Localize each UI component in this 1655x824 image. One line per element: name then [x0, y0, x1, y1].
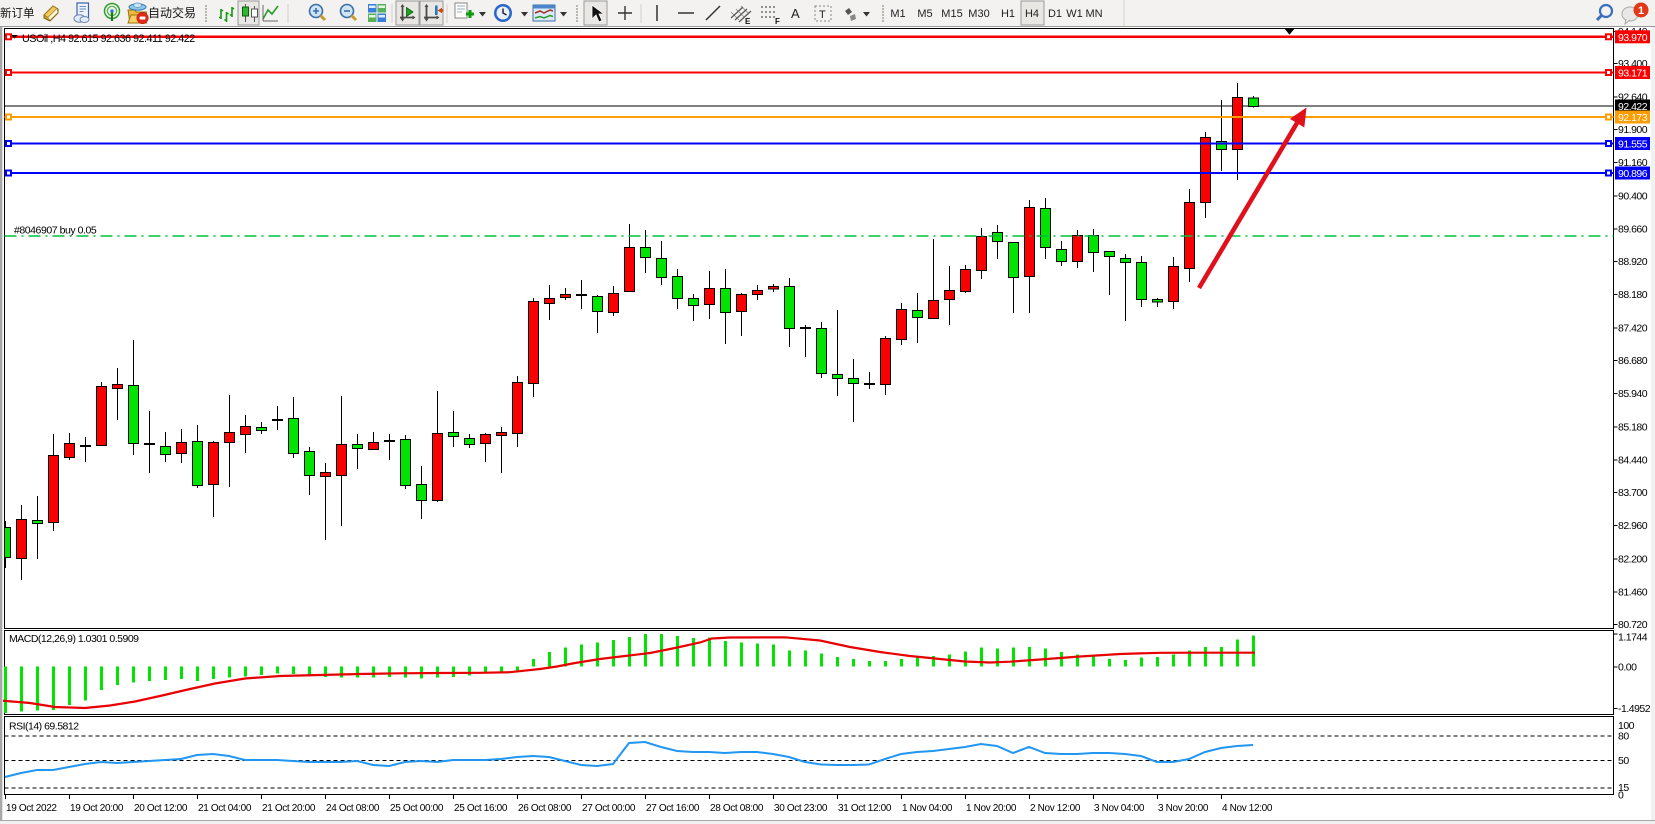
- svg-text:91.160: 91.160: [1618, 157, 1648, 169]
- svg-text:26 Oct 08:00: 26 Oct 08:00: [518, 803, 572, 814]
- svg-text:M30: M30: [968, 8, 989, 20]
- svg-text:RSI(14) 69.5812: RSI(14) 69.5812: [9, 721, 79, 733]
- svg-text:F: F: [775, 17, 780, 26]
- svg-text:#8046907 buy 0.05: #8046907 buy 0.05: [14, 225, 97, 237]
- svg-text:91.555: 91.555: [1618, 139, 1648, 151]
- svg-text:MN: MN: [1085, 8, 1102, 20]
- svg-text:82.960: 82.960: [1618, 520, 1648, 532]
- svg-text:89.660: 89.660: [1618, 223, 1648, 235]
- svg-text:19 Oct 2022: 19 Oct 2022: [6, 803, 57, 814]
- svg-text:1.1744: 1.1744: [1618, 632, 1648, 644]
- svg-text:88.180: 88.180: [1618, 289, 1648, 301]
- svg-text:3 Nov 04:00: 3 Nov 04:00: [1094, 803, 1145, 814]
- svg-text:1 Nov 20:00: 1 Nov 20:00: [966, 803, 1017, 814]
- svg-text:W1: W1: [1066, 8, 1083, 20]
- svg-text:自动交易: 自动交易: [148, 5, 196, 20]
- svg-text:50: 50: [1618, 755, 1629, 767]
- svg-text:21 Oct 04:00: 21 Oct 04:00: [198, 803, 252, 814]
- svg-text:D1: D1: [1048, 8, 1062, 20]
- svg-text:85.940: 85.940: [1618, 388, 1648, 400]
- svg-text:84.440: 84.440: [1618, 454, 1648, 466]
- svg-text:85.180: 85.180: [1618, 422, 1648, 434]
- svg-text:90.400: 90.400: [1618, 191, 1648, 203]
- svg-text:90.896: 90.896: [1618, 168, 1648, 180]
- svg-text:E: E: [745, 17, 751, 26]
- svg-text:19 Oct 20:00: 19 Oct 20:00: [70, 803, 124, 814]
- svg-text:93.970: 93.970: [1618, 32, 1648, 44]
- svg-text:83.700: 83.700: [1618, 487, 1648, 499]
- svg-text:A: A: [791, 6, 800, 21]
- svg-text:1: 1: [1638, 5, 1644, 17]
- svg-text:30 Oct 23:00: 30 Oct 23:00: [774, 803, 828, 814]
- svg-text:24 Oct 08:00: 24 Oct 08:00: [326, 803, 380, 814]
- svg-text:86.680: 86.680: [1618, 355, 1648, 367]
- svg-text:4 Nov 12:00: 4 Nov 12:00: [1222, 803, 1273, 814]
- svg-text:27 Oct 16:00: 27 Oct 16:00: [646, 803, 700, 814]
- svg-text:MACD(12,26,9) 1.0301 0.5909: MACD(12,26,9) 1.0301 0.5909: [9, 633, 139, 645]
- svg-text:3 Nov 20:00: 3 Nov 20:00: [1158, 803, 1209, 814]
- svg-text:新订单: 新订单: [0, 6, 35, 20]
- svg-text:25 Oct 16:00: 25 Oct 16:00: [454, 803, 508, 814]
- svg-text:27 Oct 00:00: 27 Oct 00:00: [582, 803, 636, 814]
- svg-text:20 Oct 12:00: 20 Oct 12:00: [134, 803, 188, 814]
- svg-text:82.200: 82.200: [1618, 554, 1648, 566]
- svg-text:0.00: 0.00: [1618, 662, 1637, 674]
- svg-text:1 Nov 04:00: 1 Nov 04:00: [902, 803, 953, 814]
- svg-text:M1: M1: [890, 8, 905, 20]
- svg-text:81.460: 81.460: [1618, 586, 1648, 598]
- svg-text:2 Nov 12:00: 2 Nov 12:00: [1030, 803, 1081, 814]
- svg-text:0: 0: [1618, 790, 1624, 802]
- svg-text:T: T: [819, 9, 826, 21]
- svg-text:88.920: 88.920: [1618, 256, 1648, 268]
- svg-text:15: 15: [1618, 782, 1629, 794]
- svg-text:M15: M15: [941, 8, 962, 20]
- svg-text:28 Oct 08:00: 28 Oct 08:00: [710, 803, 764, 814]
- svg-text:92.173: 92.173: [1618, 112, 1648, 124]
- svg-text:92.422: 92.422: [1618, 101, 1648, 113]
- svg-text:100: 100: [1618, 720, 1635, 732]
- svg-text:USOil ,H4 92.615 92.636 92.41: USOil ,H4 92.615 92.636 92.411 92.422: [22, 33, 195, 45]
- svg-text:-1.4952: -1.4952: [1618, 703, 1651, 715]
- svg-text:21 Oct 20:00: 21 Oct 20:00: [262, 803, 316, 814]
- svg-text:80.720: 80.720: [1618, 619, 1648, 631]
- svg-text:M5: M5: [917, 8, 932, 20]
- svg-text:H4: H4: [1025, 8, 1039, 20]
- svg-text:91.900: 91.900: [1618, 124, 1648, 136]
- svg-text:31 Oct 12:00: 31 Oct 12:00: [838, 803, 892, 814]
- svg-text:93.171: 93.171: [1618, 68, 1648, 80]
- svg-text:25 Oct 00:00: 25 Oct 00:00: [390, 803, 444, 814]
- svg-text:H1: H1: [1001, 8, 1015, 20]
- svg-text:87.420: 87.420: [1618, 323, 1648, 335]
- svg-text:80: 80: [1618, 731, 1629, 743]
